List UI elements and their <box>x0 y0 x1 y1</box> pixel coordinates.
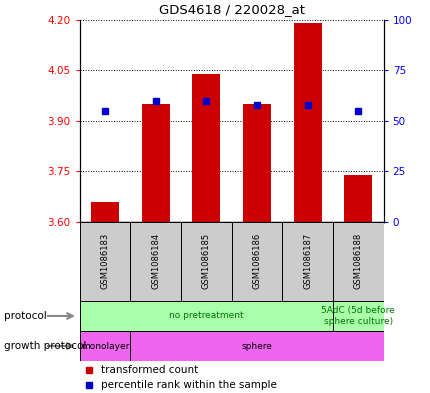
Text: GSM1086188: GSM1086188 <box>353 233 362 290</box>
Text: transformed count: transformed count <box>101 365 198 375</box>
Text: protocol: protocol <box>4 311 47 321</box>
Text: 5AdC (5d before
sphere culture): 5AdC (5d before sphere culture) <box>321 306 394 326</box>
Bar <box>91 202 119 222</box>
Bar <box>282 222 332 301</box>
Text: no pretreatment: no pretreatment <box>169 312 243 320</box>
Bar <box>130 222 181 301</box>
Text: GSM1086187: GSM1086187 <box>302 233 311 290</box>
Text: GSM1086183: GSM1086183 <box>100 233 109 290</box>
Text: growth protocol: growth protocol <box>4 341 86 351</box>
Bar <box>80 222 130 301</box>
Text: GSM1086186: GSM1086186 <box>252 233 261 290</box>
Bar <box>80 331 130 361</box>
Bar <box>293 23 321 222</box>
Bar <box>181 222 231 301</box>
Text: GSM1086184: GSM1086184 <box>151 233 160 289</box>
Text: percentile rank within the sample: percentile rank within the sample <box>101 380 276 389</box>
Bar <box>243 104 270 222</box>
Bar <box>192 73 220 222</box>
Bar <box>344 175 372 222</box>
Text: GSM1086185: GSM1086185 <box>201 233 210 289</box>
Bar <box>141 104 169 222</box>
Text: sphere: sphere <box>241 342 272 351</box>
Text: monolayer: monolayer <box>81 342 129 351</box>
Bar <box>80 301 332 331</box>
Bar <box>231 222 282 301</box>
Title: GDS4618 / 220028_at: GDS4618 / 220028_at <box>158 3 304 16</box>
Bar <box>130 331 383 361</box>
Bar <box>332 222 383 301</box>
Bar <box>332 301 383 331</box>
